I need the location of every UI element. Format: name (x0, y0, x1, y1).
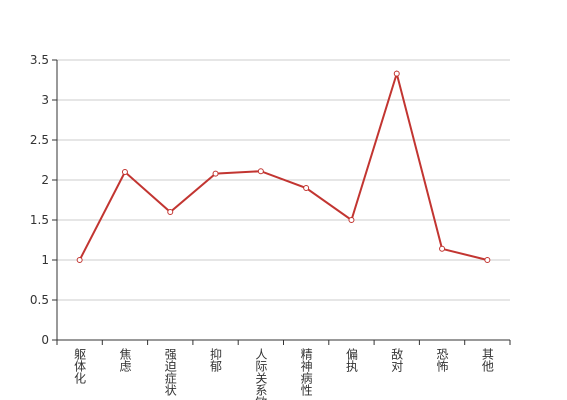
y-tick-label: 2.5 (30, 133, 49, 147)
point (484, 257, 491, 263)
x-tick-label: 焦虑 (118, 348, 132, 372)
line (78, 69, 488, 261)
y-tick-label: 0 (41, 333, 49, 347)
point (76, 257, 83, 263)
y-tick-label: 2 (41, 173, 49, 187)
point (167, 209, 174, 215)
point (393, 70, 400, 77)
y-tick-label: 1 (41, 253, 49, 267)
point (439, 245, 446, 252)
x-tick-label: 躯体化 (73, 347, 87, 385)
x-tick-label: 敌对 (390, 347, 404, 372)
point (303, 185, 310, 191)
x-tick-label: 抑郁 (209, 347, 223, 373)
x-tick-label: 偏执 (344, 347, 358, 373)
y-tick-label: 1.5 (30, 213, 49, 227)
x-tick-label: 恐怖 (435, 348, 449, 372)
x-tick-label: 其他 (480, 348, 494, 372)
x-tick-label: 强迫症状 (163, 348, 177, 396)
point (121, 169, 128, 175)
point (212, 170, 219, 177)
x-tick-label: 人际关系敏感 (254, 348, 268, 400)
y-tick-label: 3.5 (30, 53, 49, 67)
point (348, 217, 355, 223)
y-tick-label: 0.5 (30, 293, 49, 307)
point (257, 168, 264, 175)
x-tick-label: 精神病性 (299, 348, 313, 397)
y-tick-label: 3 (41, 93, 49, 107)
